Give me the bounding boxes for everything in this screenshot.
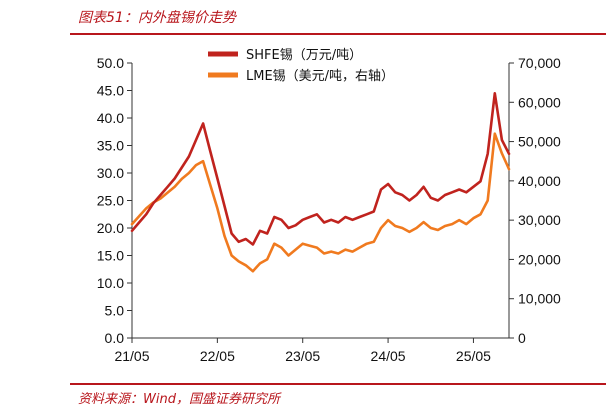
series-line-lme — [130, 132, 511, 273]
left-tick-label: 15.0 — [97, 248, 124, 264]
right-tick-label: 10,000 — [518, 291, 561, 307]
x-tick-label: 25/05 — [456, 348, 491, 364]
x-tick-label: 23/05 — [285, 348, 320, 364]
top-rule — [70, 33, 606, 35]
left-tick-label: 5.0 — [105, 303, 125, 319]
series-line-shfe — [130, 92, 511, 246]
right-tick-label: 50,000 — [518, 134, 561, 150]
left-tick-label: 50.0 — [97, 55, 124, 71]
x-tick-label: 24/05 — [371, 348, 406, 364]
left-tick-label: 45.0 — [97, 83, 124, 99]
left-tick-label: 30.0 — [97, 165, 124, 181]
legend-label: LME锡（美元/吨，右轴） — [246, 69, 394, 84]
chart-axes: 50.0 45.0 40.0 35.0 30.0 25.0 20.0 15.0 10.0 5.0 0… — [97, 55, 561, 364]
right-tick-label: 70,000 — [518, 55, 561, 71]
source-note: 资料来源：Wind，国盛证券研究所 — [78, 392, 280, 407]
legend-label: SHFE锡（万元/吨） — [246, 48, 362, 63]
bottom-rule — [70, 383, 606, 385]
figure-title: 图表51：内外盘锡价走势 — [78, 10, 236, 26]
chart-legend: SHFE锡（万元/吨） LME锡（美元/吨，右轴） — [208, 48, 394, 84]
x-tick-label: 21/05 — [114, 348, 149, 364]
left-tick-label: 0.0 — [105, 330, 125, 346]
left-tick-label: 25.0 — [97, 193, 124, 209]
left-tick-label: 40.0 — [97, 110, 124, 126]
left-tick-label: 35.0 — [97, 138, 124, 154]
right-tick-label: 20,000 — [518, 251, 561, 267]
left-tick-label: 20.0 — [97, 220, 124, 236]
x-tick-label: 22/05 — [200, 348, 235, 364]
right-tick-label: 40,000 — [518, 173, 561, 189]
right-tick-label: 0 — [518, 330, 526, 346]
plot-area — [130, 92, 511, 273]
right-tick-label: 30,000 — [518, 212, 561, 228]
left-tick-label: 10.0 — [97, 275, 124, 291]
right-tick-label: 60,000 — [518, 94, 561, 110]
